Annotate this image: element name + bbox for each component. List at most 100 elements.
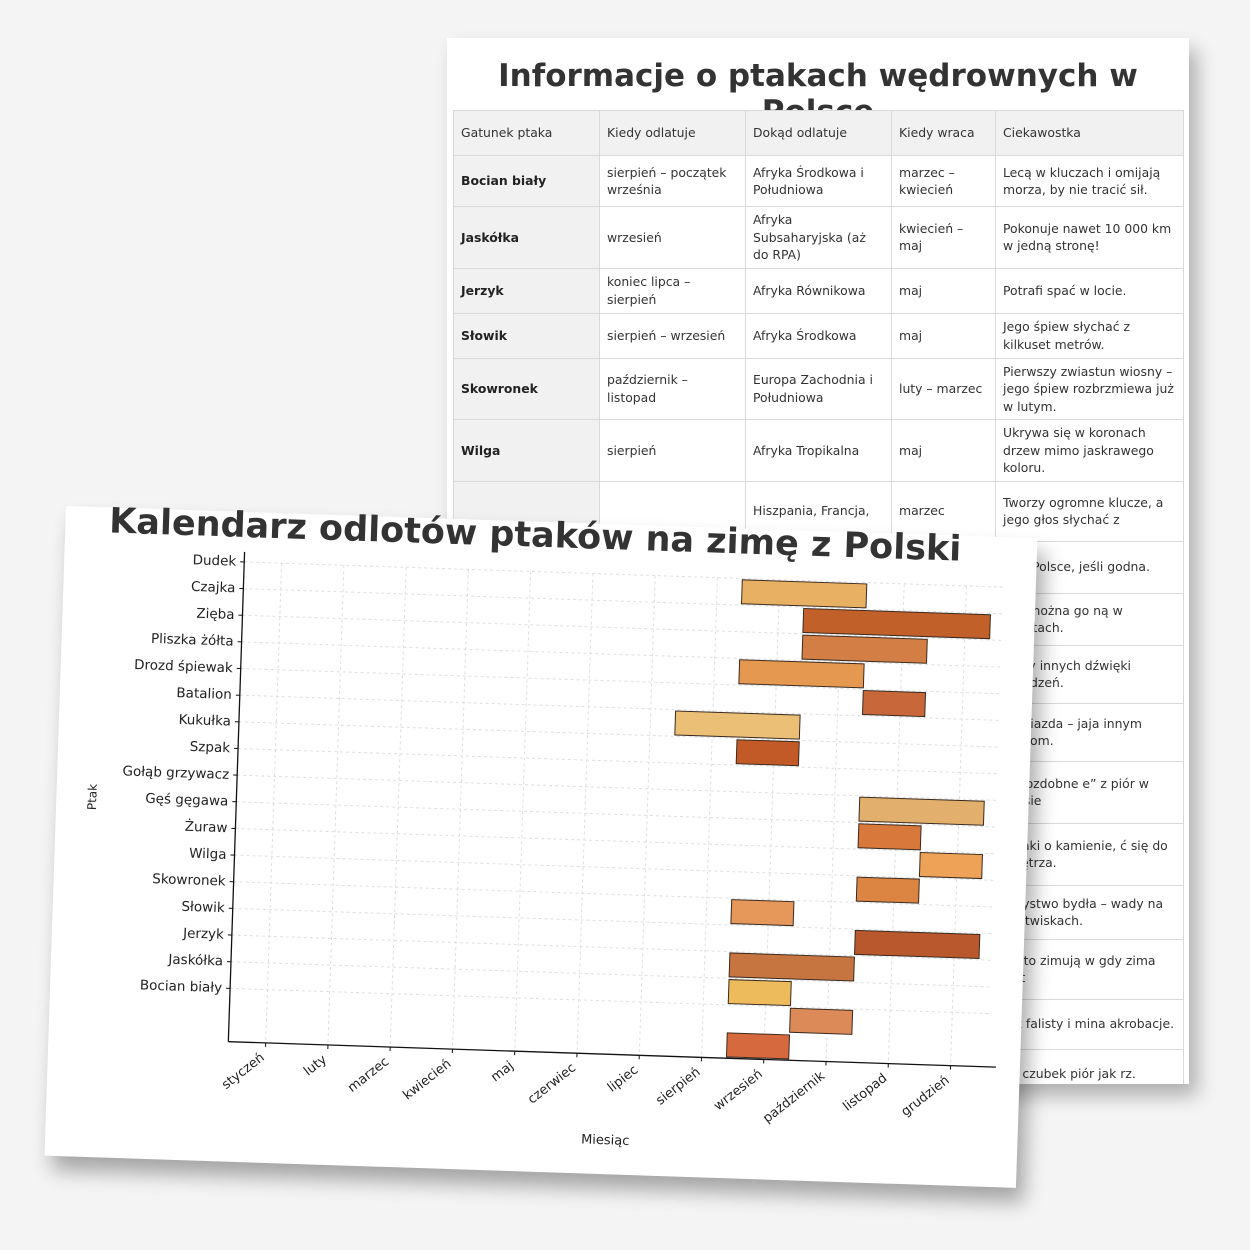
species-cell: Jaskółka <box>453 206 600 269</box>
table-header-1: Kiedy odlatuje <box>599 110 746 156</box>
table-cell: sierpień – początek września <box>599 155 746 207</box>
bar <box>727 979 792 1007</box>
grid-line-y <box>231 934 992 961</box>
y-tick-label: Zięba <box>196 606 235 623</box>
table-cell: Ukrywa się w koronach drzew mimo jaskraw… <box>995 419 1184 482</box>
bar <box>858 796 985 826</box>
table-cell: Tworzy ogromne klucze, a jego głos słych… <box>995 480 1184 542</box>
y-tick-label: Żuraw <box>184 817 227 836</box>
x-tick-label: sierpień <box>653 1065 703 1109</box>
x-tick-label: październik <box>760 1069 828 1127</box>
bar <box>725 1032 791 1060</box>
grid-line-y <box>234 854 995 881</box>
x-tick-label: luty <box>301 1052 330 1079</box>
y-tick-label: Batalion <box>176 685 232 703</box>
bar <box>802 607 991 640</box>
x-tick-label: maj <box>488 1059 516 1086</box>
grid-line-y <box>244 561 1004 588</box>
table-header-3: Kiedy wraca <box>891 110 996 156</box>
table-row: Słowik sierpień – wrzesień Afryka Środkowa… <box>453 312 1184 359</box>
x-axis <box>228 1041 996 1068</box>
grid-line-y <box>237 774 997 801</box>
species-cell: Bocian biały <box>453 155 600 207</box>
y-tick-label: Jaskółka <box>167 952 223 970</box>
table-cell: sierpień – wrzesień <box>599 312 746 359</box>
table-header-0: Gatunek ptaka <box>453 110 600 156</box>
bar <box>730 899 795 927</box>
grid-line-y <box>235 827 996 855</box>
table-header-2: Dokąd odlatuje <box>745 110 892 156</box>
grid-line-y <box>232 907 993 935</box>
grid-line-y <box>230 961 991 988</box>
table-header-row: Gatunek ptaka Kiedy odlatuje Dokąd odlatuj… <box>453 110 1184 156</box>
table-cell: marzec <box>891 480 996 542</box>
species-cell: Jerzyk <box>453 267 600 314</box>
table-cell: Potrafi spać w locie. <box>995 267 1184 314</box>
grid-line-x <box>327 565 345 1045</box>
table-header-4: Ciekawostka <box>995 110 1184 156</box>
bar <box>674 710 801 740</box>
table-cell: Afryka Równikowa <box>745 267 892 314</box>
y-tick-label: Drozd śpiewak <box>134 657 233 676</box>
x-axis-label: Miesiąc <box>581 1132 630 1149</box>
table-cell: maj <box>891 267 996 314</box>
species-cell: Słowik <box>453 312 600 359</box>
table-cell: koniec lipca – sierpień <box>599 267 746 314</box>
table-row: Wilga sierpień Afryka Tropikalna maj Ukrywa … <box>453 419 1184 482</box>
y-tick-label: Kukułka <box>178 712 231 730</box>
bar <box>738 659 865 689</box>
table-cell: maj <box>891 419 996 482</box>
x-tick-label: czerwiec <box>525 1061 579 1108</box>
grid-line-x <box>514 571 532 1052</box>
bar <box>855 876 920 904</box>
table-cell: październik – listopad <box>599 357 746 420</box>
bar <box>801 634 928 664</box>
table-row: Jaskółka wrzesień Afryka Subsaharyjska (aż… <box>453 206 1184 269</box>
y-tick-label: Wilga <box>189 846 227 863</box>
bar <box>854 929 981 960</box>
table-row: Bocian biały sierpień – początek września… <box>453 155 1184 207</box>
grid-line-y <box>238 721 999 748</box>
y-tick-label: Jerzyk <box>182 925 224 942</box>
bar <box>728 952 855 982</box>
y-tick-label: Dudek <box>192 552 236 569</box>
table-cell: Jego śpiew słychać z kilkuset metrów. <box>995 312 1184 359</box>
x-tick-label: marzec <box>345 1054 392 1095</box>
chart-sheet: Dudek Czajka Zięba Pliszka żółta Drozd śpiew… <box>44 501 1038 1188</box>
y-axis <box>227 551 246 1042</box>
table-row: Jerzyk koniec lipca – sierpień Afryka Równ… <box>453 267 1184 314</box>
table-cell: da czubek piór jak rz. <box>995 1048 1184 1084</box>
grid-line-y <box>238 748 998 775</box>
x-tick-label: wrzesień <box>711 1067 765 1114</box>
bar <box>861 690 927 718</box>
table-cell: maj <box>891 312 996 359</box>
grid-line-y <box>236 801 996 828</box>
y-tick-label: Czajka <box>191 579 236 596</box>
x-tick-label: grudzień <box>899 1073 953 1120</box>
table-cell: arzystwo bydła – wady na pastwiskach. <box>995 884 1184 940</box>
grid-line-y <box>243 588 1003 615</box>
y-tick-label: Gołąb grzywacz <box>122 763 229 783</box>
y-tick-label: Szpak <box>189 739 230 756</box>
table-cell: Afryka Środkowa i Południowa <box>745 155 892 207</box>
species-cell: Skowronek <box>453 357 600 420</box>
bar <box>789 1007 854 1035</box>
bar <box>740 579 868 609</box>
table-cell: Afryka Tropikalna <box>745 419 892 482</box>
bar <box>735 739 800 767</box>
grid-line-y <box>230 987 990 1015</box>
migration-chart: Dudek Czajka Zięba Pliszka żółta Drozd śpiew… <box>85 551 1004 1149</box>
y-axis-label: Ptak <box>85 784 100 811</box>
y-tick-label: Skowronek <box>152 871 226 889</box>
y-tick-label: Gęś gęgawa <box>145 791 229 810</box>
species-cell: Wilga <box>453 419 600 482</box>
grid-line-y <box>240 668 1001 695</box>
table-cell: Afryka Subsaharyjska (aż do RPA) <box>745 206 892 269</box>
grid-line-y <box>233 881 994 908</box>
table-cell: Pokonuje nawet 10 000 km w jedną stronę! <box>995 206 1184 269</box>
table-cell: sierpień <box>599 419 746 482</box>
table-title: Informacje o ptakach wędrownych w Polsce <box>498 58 1138 130</box>
grid-line-x <box>638 575 656 1056</box>
grid-line-x <box>701 577 718 1058</box>
y-tick-label: Słowik <box>181 899 225 916</box>
